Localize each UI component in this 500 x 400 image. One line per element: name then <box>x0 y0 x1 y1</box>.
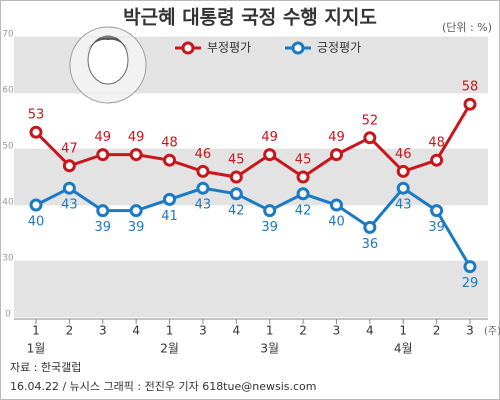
point <box>463 97 477 111</box>
source: 자료 : 한국갤럽 <box>10 360 81 374</box>
point <box>196 181 210 195</box>
value-label: 52 <box>362 113 379 128</box>
value-label: 39 <box>428 220 445 235</box>
x-tick-label: 1 <box>266 324 274 338</box>
value-label: 43 <box>61 198 78 213</box>
value-label: 43 <box>195 198 212 213</box>
point <box>296 170 310 184</box>
value-label: 49 <box>128 130 145 145</box>
point <box>396 181 410 195</box>
x-tick-label: 1 <box>399 324 407 338</box>
value-label: 48 <box>428 136 445 151</box>
month-label: 3월 <box>260 342 279 356</box>
point <box>296 187 310 201</box>
value-label: 42 <box>295 203 312 218</box>
value-label: 53 <box>28 108 45 123</box>
value-label: 45 <box>295 153 312 168</box>
point <box>229 187 243 201</box>
month-label: 1월 <box>27 342 46 356</box>
point <box>430 204 444 218</box>
x-suffix: (주) <box>484 326 500 337</box>
point <box>396 164 410 178</box>
x-tick-label: 4 <box>366 324 374 338</box>
unit-label: (단위 : %) <box>442 21 492 34</box>
value-label: 29 <box>462 276 479 291</box>
legend-label: 긍정평가 <box>317 41 361 55</box>
point <box>62 181 76 195</box>
month-label: 4월 <box>394 342 413 356</box>
point <box>329 148 343 162</box>
point <box>363 220 377 234</box>
value-label: 58 <box>462 80 479 95</box>
x-tick-label: 2 <box>433 324 441 338</box>
value-label: 49 <box>328 130 345 145</box>
y-tick-label: 40 <box>2 198 14 208</box>
point <box>96 204 110 218</box>
point <box>129 204 143 218</box>
value-label: 39 <box>261 220 278 235</box>
point <box>263 204 277 218</box>
value-label: 43 <box>395 198 412 213</box>
point <box>263 148 277 162</box>
y-tick-label: 0 <box>5 310 11 320</box>
point <box>430 153 444 167</box>
point <box>129 148 143 162</box>
point <box>163 153 177 167</box>
point <box>29 198 43 212</box>
point <box>163 192 177 206</box>
y-tick-label: 50 <box>2 142 14 152</box>
x-tick-label: 4 <box>132 324 140 338</box>
point <box>62 159 76 173</box>
value-label: 39 <box>94 220 111 235</box>
value-label: 46 <box>195 147 212 162</box>
value-label: 47 <box>61 141 78 156</box>
value-label: 45 <box>228 153 245 168</box>
y-tick-label: 60 <box>2 86 14 96</box>
point <box>463 260 477 274</box>
value-label: 39 <box>128 220 145 235</box>
portrait <box>69 26 147 104</box>
x-tick-label: 2 <box>299 324 307 338</box>
point <box>96 148 110 162</box>
legend-marker <box>181 41 195 55</box>
value-label: 49 <box>94 130 111 145</box>
legend-label: 부정평가 <box>207 41 251 55</box>
x-tick-label: 3 <box>333 324 341 338</box>
point <box>363 131 377 145</box>
y-tick-label: 30 <box>2 254 14 264</box>
value-label: 40 <box>28 215 45 230</box>
x-tick-label: 1 <box>166 324 174 338</box>
credit: 16.04.22 / 뉴시스 그래픽 : 전진우 기자 618tue@newsi… <box>10 380 316 393</box>
value-label: 40 <box>328 215 345 230</box>
point <box>329 198 343 212</box>
point <box>29 125 43 139</box>
y-tick-label: 70 <box>2 30 14 40</box>
value-label: 46 <box>395 147 412 162</box>
x-tick-label: 1 <box>32 324 40 338</box>
x-tick-label: 2 <box>66 324 74 338</box>
month-label: 2월 <box>160 342 179 356</box>
x-tick-label: 3 <box>199 324 207 338</box>
point <box>229 170 243 184</box>
value-label: 41 <box>161 209 178 224</box>
value-label: 42 <box>228 203 245 218</box>
x-tick-label: 3 <box>466 324 474 338</box>
value-label: 48 <box>161 136 178 151</box>
chart-title: 박근혜 대통령 국정 수행 지지도 <box>123 7 377 29</box>
value-label: 49 <box>261 130 278 145</box>
value-label: 36 <box>362 237 379 252</box>
band <box>14 261 488 317</box>
legend-marker <box>291 41 305 55</box>
x-tick-label: 3 <box>99 324 107 338</box>
x-tick-label: 4 <box>232 324 240 338</box>
point <box>196 164 210 178</box>
